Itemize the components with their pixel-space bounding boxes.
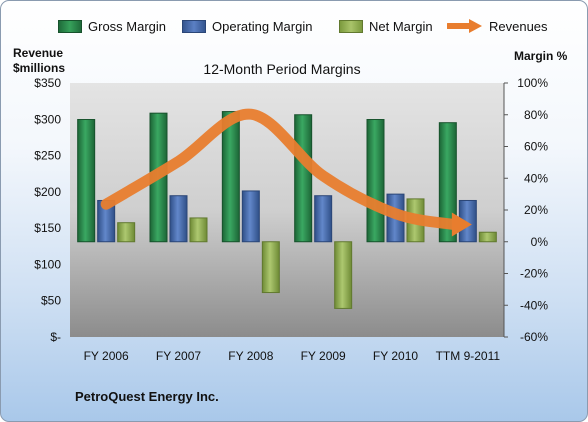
bar-gross-margin-1: [77, 119, 96, 243]
left-axis-tick-6: $300: [34, 112, 61, 126]
right-axis-tick-0: -60%: [520, 330, 548, 344]
x-axis-tick-3: FY 2009: [301, 349, 346, 363]
left-axis-title: Revenue $millions: [13, 46, 65, 76]
right-axis-tick-5: 40%: [524, 171, 548, 185]
bar-net-margin-1: [117, 222, 136, 243]
bar-gross-margin-5: [366, 119, 385, 243]
left-axis-title-line-2: $millions: [13, 61, 66, 75]
left-axis-tick-1: $50: [41, 294, 61, 308]
legend-label-operating-margin: Operating Margin: [212, 18, 313, 34]
legend-swatch-net-margin: [339, 19, 363, 33]
left-axis-tick-2: $100: [34, 257, 61, 271]
revenue-line: [100, 108, 460, 231]
legend-label-gross-margin: Gross Margin: [88, 18, 167, 34]
bar-net-margin-2: [189, 217, 208, 243]
revenue-arrowhead: [451, 212, 472, 237]
bars-layer: [77, 111, 497, 309]
legend-arrow-icon: [447, 19, 482, 33]
left-axis-tick-5: $250: [34, 149, 61, 163]
x-axis-tick-5: TTM 9-2011: [436, 349, 501, 363]
right-axis-tick-4: 20%: [524, 203, 548, 217]
legend: Gross Margin Operating Margin Net Margin…: [1, 16, 587, 36]
revenue-line-layer: [100, 108, 472, 237]
bar-net-margin-3: [261, 241, 280, 294]
company-name: PetroQuest Energy Inc.: [75, 389, 219, 404]
legend-item-gross-margin: Gross Margin: [58, 16, 166, 36]
x-axis-tick-0: FY 2006: [84, 349, 129, 363]
bar-net-margin-6: [478, 231, 497, 243]
right-axis-tick-6: 60%: [524, 140, 548, 154]
left-axis-tick-0: $-: [50, 330, 61, 344]
left-axis-title-line-1: Revenue: [13, 46, 64, 60]
legend-swatch-operating-margin: [182, 19, 206, 33]
left-axis-tick-4: $200: [34, 185, 61, 199]
legend-label-net-margin: Net Margin: [369, 18, 433, 34]
left-axis-tick-3: $150: [34, 221, 61, 235]
right-axis-tick-1: -40%: [520, 298, 548, 312]
legend-swatch-gross-margin: [58, 19, 82, 33]
chart-title: 12-Month Period Margins: [203, 61, 360, 77]
right-axis-tick-8: 100%: [517, 76, 548, 90]
right-axis-tick-7: 80%: [524, 108, 548, 122]
x-axis-tick-1: FY 2007: [156, 349, 201, 363]
right-axis-title: Margin %: [514, 49, 568, 63]
legend-item-operating-margin: Operating Margin: [182, 16, 312, 36]
legend-item-net-margin: Net Margin: [339, 16, 433, 36]
legend-label-revenues: Revenues: [489, 18, 548, 34]
x-axis-tick-4: FY 2010: [373, 349, 418, 363]
right-axis-tick-3: 0%: [531, 235, 549, 249]
left-axis-tick-7: $350: [34, 76, 61, 90]
bar-operating-margin-3: [241, 190, 260, 243]
bar-gross-margin-3: [221, 111, 240, 243]
bar-operating-margin-2: [169, 195, 188, 243]
right-axis-tick-2: -20%: [520, 267, 548, 281]
axes-layer: $- $50 $100 $150 $200 $250 $300 $350 -60% -40% -20…: [34, 76, 548, 363]
legend-item-revenues: Revenues: [447, 16, 548, 36]
plot-area: [70, 83, 504, 337]
bar-gross-margin-4: [294, 114, 313, 243]
bar-operating-margin-4: [314, 195, 333, 243]
bar-net-margin-4: [334, 241, 353, 309]
bar-gross-margin-6: [438, 122, 457, 243]
x-axis-tick-2: FY 2008: [228, 349, 273, 363]
